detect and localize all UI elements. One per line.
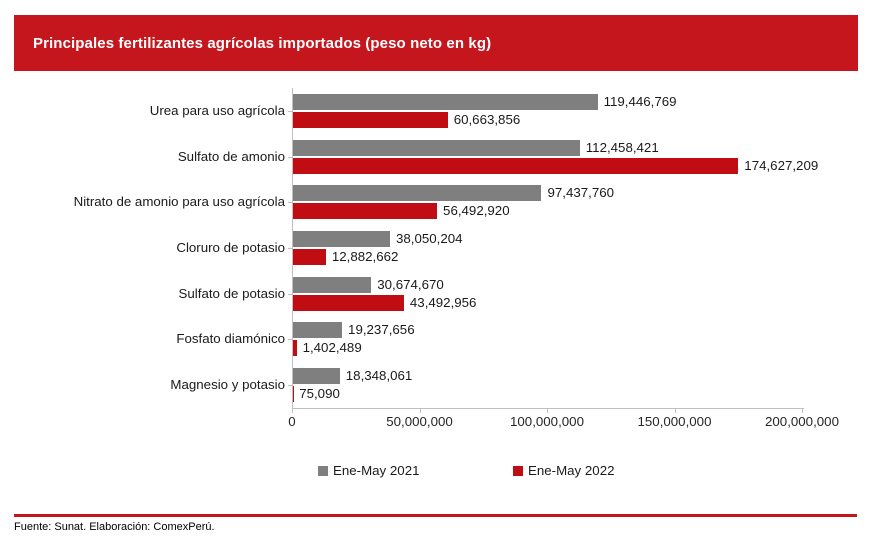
bar-ene-may-2021 xyxy=(293,322,343,338)
x-axis-tick xyxy=(547,409,548,413)
x-axis-tick-label: 150,000,000 xyxy=(637,414,712,429)
value-label-ene-may-2021: 30,674,670 xyxy=(377,277,444,292)
y-axis-tick xyxy=(288,294,292,295)
bar-ene-may-2022 xyxy=(293,203,438,219)
y-axis-tick xyxy=(288,157,292,158)
value-label-ene-may-2021: 97,437,760 xyxy=(547,185,615,200)
x-axis-tick-label: 100,000,000 xyxy=(510,414,584,429)
bar-ene-may-2021 xyxy=(293,185,542,201)
x-axis-tick-label: 200,000,000 xyxy=(765,414,839,429)
y-axis-tick xyxy=(288,385,292,386)
bar-ene-may-2022 xyxy=(293,295,404,311)
legend-swatch-2021 xyxy=(318,465,328,476)
chart-title-banner: Principales fertilizantes agrícolas impo… xyxy=(14,15,858,71)
x-axis-tick xyxy=(674,409,676,413)
value-label-ene-may-2022: 1,402,489 xyxy=(302,340,362,355)
legend-item-ene-may-2022: Ene-May 2022 xyxy=(513,462,614,479)
value-label-ene-may-2022: 60,663,856 xyxy=(453,112,521,127)
category-label: Magnesio y potasio xyxy=(170,377,285,392)
value-label-ene-may-2022: 174,627,209 xyxy=(744,158,819,173)
category-label: Sulfato de amonio xyxy=(177,149,285,164)
bar-ene-may-2021 xyxy=(293,277,372,293)
x-axis-line xyxy=(292,408,804,409)
bar-ene-may-2022 xyxy=(293,249,326,265)
y-axis-tick xyxy=(288,111,292,112)
bar-ene-may-2022 xyxy=(293,340,297,356)
category-label: Fosfato diamónico xyxy=(176,331,285,346)
y-axis-tick xyxy=(288,202,292,203)
value-label-ene-may-2022: 75,090 xyxy=(299,386,340,401)
y-axis-line xyxy=(292,88,293,408)
source-note: Fuente: Sunat. Elaboración: ComexPerú. xyxy=(14,521,215,533)
category-label: Cloruro de potasio xyxy=(176,240,285,255)
value-label-ene-may-2022: 43,492,956 xyxy=(409,295,477,310)
bar-ene-may-2021 xyxy=(293,368,340,384)
value-label-ene-may-2021: 18,348,061 xyxy=(345,368,413,383)
value-label-ene-may-2021: 38,050,204 xyxy=(396,231,463,246)
footer-divider xyxy=(14,514,857,517)
category-label: Urea para uso agrícola xyxy=(149,103,285,118)
x-axis-tick xyxy=(292,409,293,413)
bar-ene-may-2022 xyxy=(293,112,448,128)
x-axis-tick xyxy=(802,409,803,413)
value-label-ene-may-2021: 19,237,656 xyxy=(348,322,415,337)
value-label-ene-may-2022: 56,492,920 xyxy=(443,203,510,218)
bar-ene-may-2021 xyxy=(293,231,391,247)
bar-ene-may-2022 xyxy=(293,158,739,174)
legend-label-2022: Ene-May 2022 xyxy=(528,463,615,478)
y-axis-tick xyxy=(288,248,292,249)
x-axis-tick-label: 50,000,000 xyxy=(386,414,453,429)
x-axis-tick xyxy=(419,409,421,413)
x-axis-tick-label: 0 xyxy=(288,414,296,429)
value-label-ene-may-2021: 119,446,769 xyxy=(603,94,677,109)
category-label: Nitrato de amonio para uso agrícola xyxy=(73,194,285,209)
category-label: Sulfato de potasio xyxy=(178,286,285,301)
value-label-ene-may-2021: 112,458,421 xyxy=(585,140,659,155)
legend-label-2021: Ene-May 2021 xyxy=(333,463,420,478)
value-label-ene-may-2022: 12,882,662 xyxy=(331,249,399,264)
y-axis-tick xyxy=(288,339,292,340)
legend-item-ene-may-2021: Ene-May 2021 xyxy=(318,462,419,479)
legend-swatch-2022 xyxy=(513,465,523,476)
bar-ene-may-2021 xyxy=(293,94,598,110)
chart-title: Principales fertilizantes agrícolas impo… xyxy=(33,34,492,52)
bar-ene-may-2021 xyxy=(293,140,580,156)
